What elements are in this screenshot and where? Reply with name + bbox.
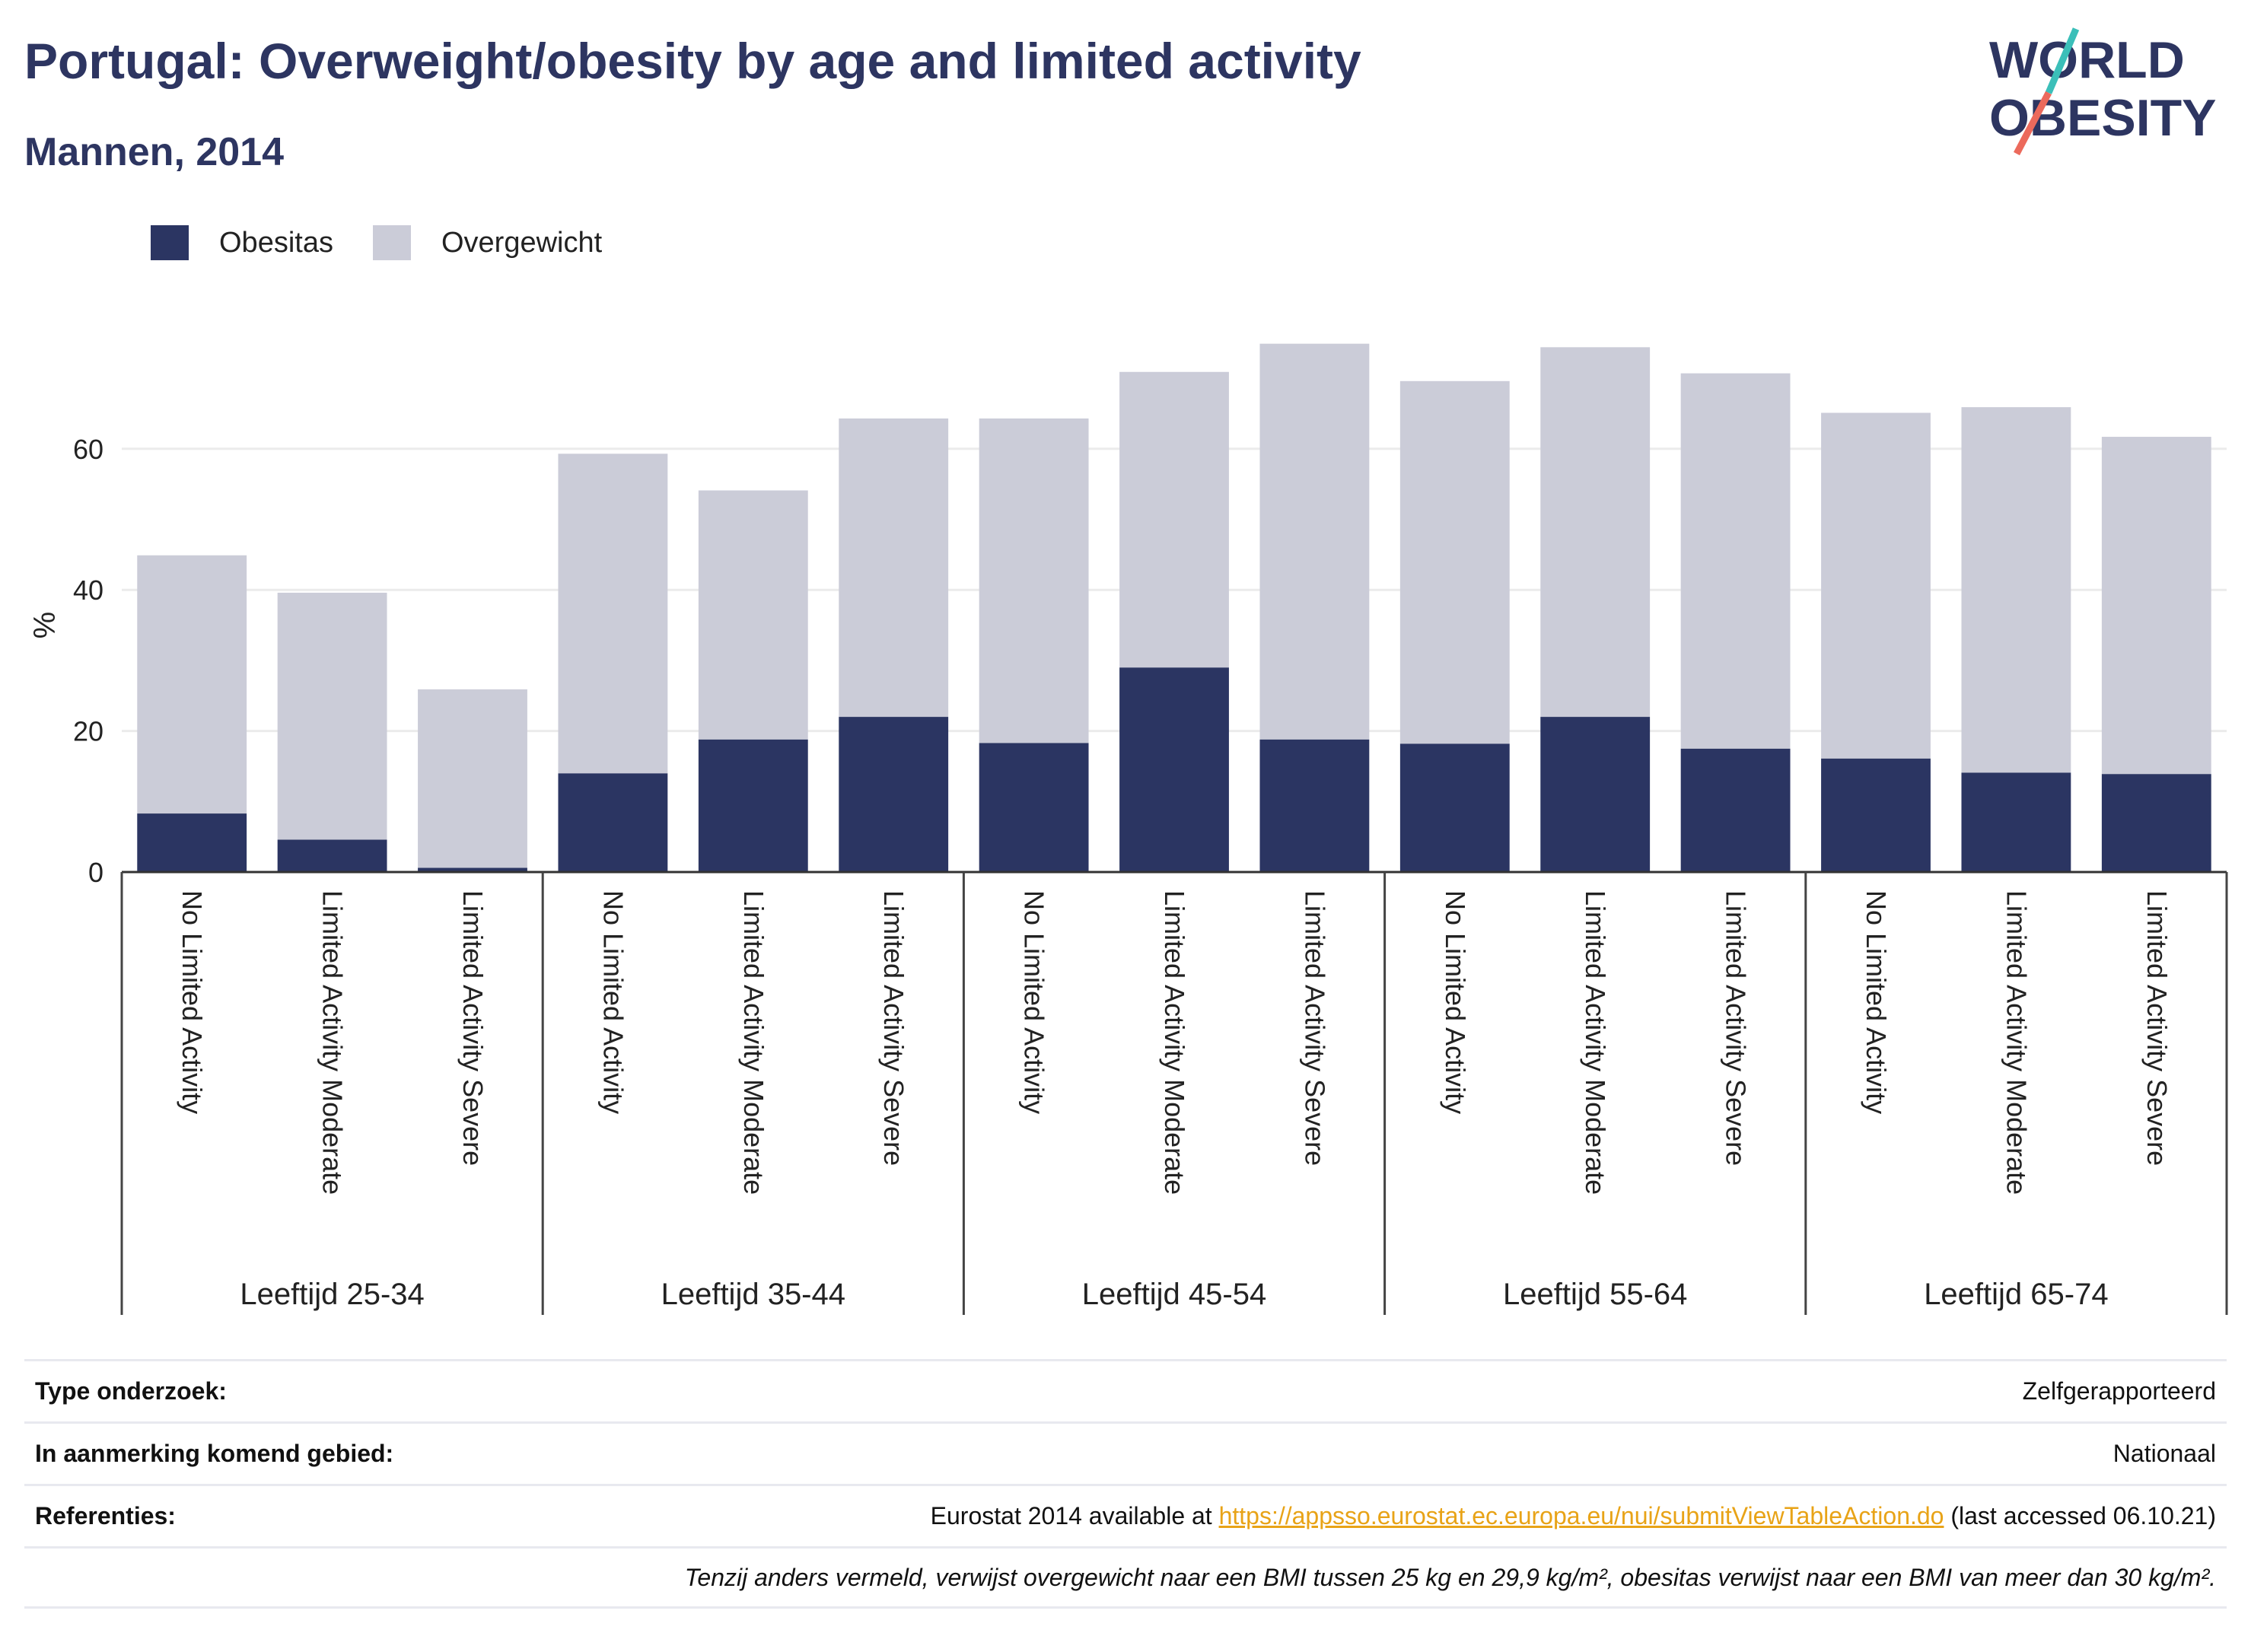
references-value: Eurostat 2014 available at https://appss… — [931, 1502, 2216, 1530]
x-tick-label: Limited Activity Severe — [1299, 890, 1330, 1166]
y-axis-title: % — [28, 612, 62, 639]
x-tick-label: Limited Activity Moderate — [2001, 890, 2032, 1195]
bar-overgewicht — [1399, 380, 1510, 744]
page-title: Portugal: Overweight/obesity by age and … — [24, 33, 1361, 89]
y-tick-label: 20 — [73, 716, 103, 747]
bar-obesitas — [418, 867, 527, 872]
bar-obesitas — [1119, 667, 1229, 872]
bar-overgewicht — [1821, 412, 1931, 759]
bar-obesitas — [1821, 758, 1931, 872]
x-group-label: Leeftijd 35-44 — [661, 1278, 845, 1311]
x-tick-label: Limited Activity Moderate — [317, 890, 349, 1195]
bar-obesitas — [1540, 717, 1651, 872]
x-tick-label: Limited Activity Severe — [878, 890, 909, 1166]
bar-overgewicht — [698, 490, 808, 740]
info-table: Type onderzoek: Zelfgerapporteerd In aan… — [24, 1359, 2227, 1609]
chart-legend: Obesitas Overgewicht — [151, 225, 642, 260]
y-tick-label: 40 — [73, 575, 103, 606]
bar-overgewicht — [277, 592, 387, 840]
bar-overgewicht — [1119, 371, 1229, 668]
references-suffix: (last accessed 06.10.21) — [1944, 1502, 2216, 1529]
bar-overgewicht — [1259, 343, 1370, 740]
world-obesity-logo: WORLD OBESITY — [1989, 27, 2217, 156]
legend-item-overgewicht[interactable]: Overgewicht — [372, 225, 603, 260]
legend-label-overgewicht: Overgewicht — [441, 226, 603, 259]
bar-obesitas — [1399, 743, 1510, 872]
bar-obesitas — [2101, 774, 2211, 872]
bar-obesitas — [979, 743, 1089, 872]
logo-slash-teal — [2045, 27, 2080, 94]
survey-type-value: Zelfgerapporteerd — [2022, 1377, 2216, 1405]
bar-obesitas — [558, 773, 668, 872]
bar-obesitas — [1680, 748, 1791, 872]
legend-swatch-obesitas — [151, 225, 189, 260]
x-tick-label: Limited Activity Severe — [457, 890, 489, 1166]
y-tick-label: 60 — [73, 434, 103, 465]
bar-overgewicht — [1540, 347, 1651, 718]
bar-overgewicht — [418, 689, 527, 868]
bar-overgewicht — [979, 418, 1089, 743]
info-row-note: Tenzij anders vermeld, verwijst overgewi… — [24, 1546, 2227, 1609]
bar-obesitas — [839, 717, 949, 872]
references-link[interactable]: https://appsso.eurostat.ec.europa.eu/nui… — [1218, 1502, 1944, 1529]
bar-overgewicht — [558, 454, 668, 774]
bar-overgewicht — [1961, 407, 2071, 773]
x-group-label: Leeftijd 65-74 — [1924, 1278, 2108, 1311]
bmi-note: Tenzij anders vermeld, verwijst overgewi… — [684, 1563, 2216, 1591]
x-group-label: Leeftijd 55-64 — [1503, 1278, 1687, 1311]
legend-label-obesitas: Obesitas — [219, 226, 333, 259]
legend-item-obesitas[interactable]: Obesitas — [151, 225, 333, 260]
stacked-bar-chart: 0 20 40 60% No Limited Activity Limited Activ… — [28, 343, 2228, 1315]
x-group-label: Leeftijd 25-34 — [240, 1278, 424, 1311]
survey-type-label: Type onderzoek: — [35, 1377, 227, 1405]
x-tick-label: Limited Activity Moderate — [1159, 890, 1190, 1195]
area-value: Nationaal — [2113, 1440, 2216, 1467]
bar-overgewicht — [137, 555, 247, 814]
info-row-survey: Type onderzoek: Zelfgerapporteerd — [24, 1359, 2227, 1421]
bar-obesitas — [137, 813, 247, 872]
logo-slash-coral — [2014, 91, 2052, 156]
bar-overgewicht — [2101, 437, 2211, 775]
x-group-label: Leeftijd 45-54 — [1082, 1278, 1266, 1311]
bar-overgewicht — [839, 418, 949, 718]
area-label: In aanmerking komend gebied: — [35, 1440, 394, 1467]
x-tick-label: No Limited Activity — [1861, 890, 1892, 1114]
page-subtitle: Mannen, 2014 — [24, 130, 285, 174]
bar-obesitas — [1259, 739, 1370, 872]
bar-obesitas — [698, 739, 808, 872]
x-tick-label: No Limited Activity — [1019, 890, 1050, 1114]
y-tick-label: 0 — [88, 857, 103, 888]
x-tick-label: Limited Activity Moderate — [738, 890, 769, 1195]
x-tick-label: No Limited Activity — [597, 890, 629, 1114]
x-tick-label: Limited Activity Severe — [2141, 890, 2173, 1166]
bar-obesitas — [1961, 772, 2071, 872]
x-tick-label: Limited Activity Moderate — [1580, 890, 1611, 1195]
references-prefix: Eurostat 2014 available at — [930, 1502, 1219, 1529]
info-row-area: In aanmerking komend gebied: Nationaal — [24, 1421, 2227, 1484]
info-row-references: Referenties: Eurostat 2014 available at … — [24, 1484, 2227, 1546]
references-label: Referenties: — [35, 1502, 176, 1529]
x-tick-label: No Limited Activity — [1440, 890, 1471, 1114]
x-tick-label: No Limited Activity — [177, 890, 208, 1114]
logo-text-world: WORLD — [1989, 31, 2185, 89]
bar-obesitas — [277, 839, 387, 872]
x-tick-label: Limited Activity Severe — [1721, 890, 1752, 1166]
legend-swatch-overgewicht — [372, 225, 411, 260]
bar-overgewicht — [1680, 373, 1791, 749]
